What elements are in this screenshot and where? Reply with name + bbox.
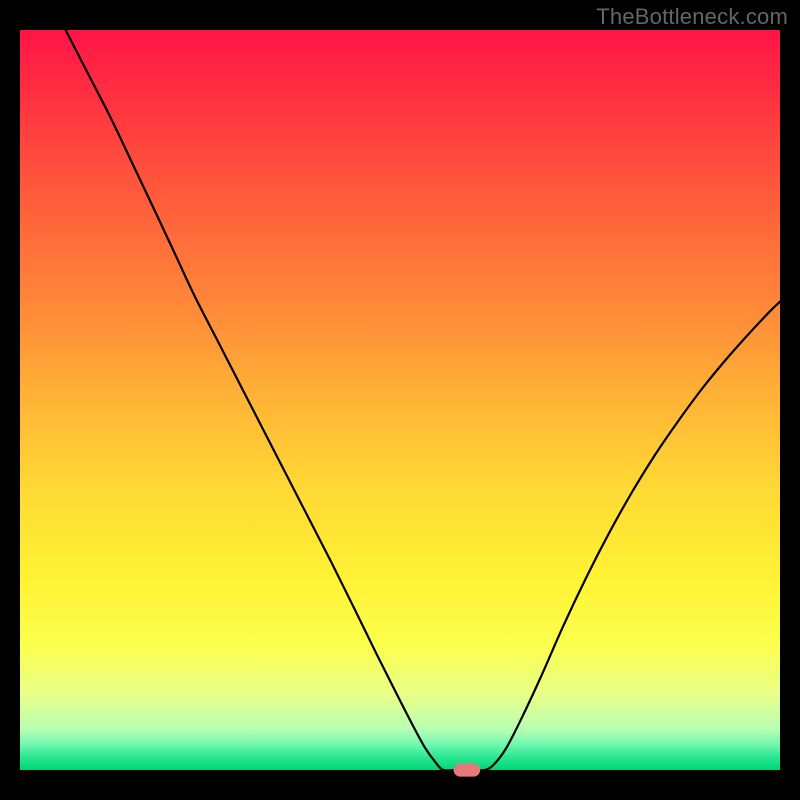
optimal-marker bbox=[454, 763, 481, 776]
bottleneck-chart bbox=[0, 0, 800, 800]
watermark-text: TheBottleneck.com bbox=[596, 4, 788, 30]
plot-background bbox=[20, 30, 780, 770]
chart-frame: TheBottleneck.com bbox=[0, 0, 800, 800]
